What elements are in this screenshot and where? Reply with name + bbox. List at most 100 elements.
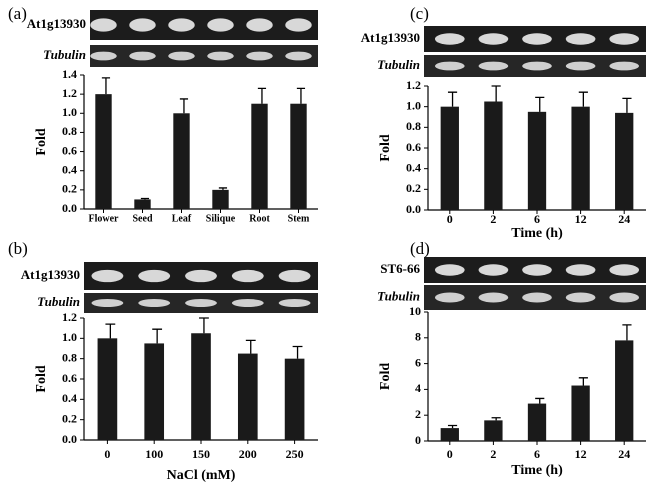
y-tick-label: 0.6	[62, 143, 77, 157]
bar	[97, 338, 118, 440]
y-tick-label: 0	[415, 433, 421, 447]
gel-band	[90, 51, 117, 61]
gene-label: ST6-66	[380, 261, 420, 276]
bar	[173, 113, 190, 209]
x-tick-label: 2	[490, 447, 496, 461]
gel-band	[129, 18, 156, 32]
error-bar	[622, 324, 632, 341]
gel-band	[168, 51, 195, 61]
x-tick-label: 250	[286, 447, 304, 461]
y-axis-label: Fold	[34, 365, 49, 392]
y-tick-label: 8	[415, 330, 421, 344]
bar	[571, 385, 590, 441]
gel-band	[285, 51, 312, 61]
bar	[237, 353, 258, 440]
error-bar	[140, 197, 150, 200]
error-bar	[292, 345, 303, 359]
gene-label: At1g13930	[361, 30, 420, 45]
error-bar	[491, 85, 501, 102]
error-bar	[257, 87, 267, 104]
y-tick-label: 1.0	[62, 105, 77, 119]
bar	[95, 94, 112, 209]
y-tick-label: 0.8	[62, 350, 77, 364]
panel-label: (d)	[410, 239, 430, 258]
x-tick-label: 2	[490, 212, 496, 226]
y-tick-label: 1.0	[406, 98, 421, 112]
x-tick-label: 24	[618, 212, 630, 226]
gel-band	[207, 51, 234, 61]
y-tick-label: 0.4	[62, 162, 77, 176]
x-tick-label: Seed	[133, 213, 153, 224]
y-tick-label: 0.4	[406, 160, 421, 174]
x-axis-label: NaCl (mM)	[167, 468, 236, 483]
y-axis-label: Fold	[378, 134, 393, 161]
y-tick-label: 10	[409, 304, 421, 318]
bar	[144, 343, 165, 440]
x-tick-label: 12	[575, 212, 587, 226]
bar	[484, 101, 503, 210]
bar	[284, 358, 305, 440]
y-tick-label: 1.2	[406, 78, 421, 92]
error-bar	[578, 91, 588, 107]
gel-band	[129, 51, 156, 61]
x-tick-label: 24	[618, 447, 630, 461]
error-bar	[622, 97, 632, 113]
gel-band	[434, 264, 465, 276]
y-tick-label: 6	[415, 355, 421, 369]
reference-label: Tubulin	[43, 47, 86, 62]
error-bar	[296, 87, 306, 104]
y-tick-label: 1.0	[62, 330, 77, 344]
gene-label: At1g13930	[21, 267, 80, 282]
y-tick-label: 2	[415, 407, 421, 421]
gel-band	[138, 299, 171, 307]
gel-band	[609, 33, 640, 45]
gel-band	[91, 269, 124, 283]
gel-band	[565, 292, 596, 303]
gel-band	[185, 299, 217, 307]
y-tick-label: 0.2	[62, 411, 77, 425]
x-tick-label: 6	[534, 447, 540, 461]
x-axis-label: Time (h)	[511, 226, 563, 241]
y-tick-label: 0.8	[406, 119, 421, 133]
gel-band	[478, 292, 509, 303]
y-tick-label: 0.2	[62, 182, 77, 196]
gel-band	[91, 299, 124, 307]
y-axis-label: Fold	[378, 363, 393, 390]
bar	[212, 189, 229, 209]
error-bar	[152, 328, 163, 344]
gel-band	[522, 33, 552, 45]
reference-label: Tubulin	[377, 57, 420, 72]
gel-band	[478, 264, 509, 276]
x-tick-label: Stem	[288, 213, 310, 224]
y-tick-label: 0.0	[62, 432, 77, 446]
gel-band	[207, 18, 234, 32]
y-tick-label: 1.2	[62, 86, 77, 100]
y-tick-label: 0.0	[62, 201, 77, 215]
gel-band	[565, 61, 596, 71]
y-tick-label: 0.2	[406, 181, 421, 195]
bar	[571, 106, 590, 210]
bar	[440, 428, 459, 441]
panel-label: (a)	[8, 4, 27, 23]
bar	[615, 112, 634, 210]
reference-label: Tubulin	[377, 288, 420, 303]
gel-band	[565, 33, 596, 45]
x-tick-label: 100	[145, 447, 163, 461]
gel-band	[90, 18, 117, 32]
gel-band	[478, 33, 509, 45]
x-tick-label: 150	[192, 447, 210, 461]
x-tick-label: 6	[534, 212, 540, 226]
error-bar	[105, 323, 116, 339]
x-tick-label: Root	[249, 213, 270, 224]
gel-band	[609, 264, 640, 276]
error-bar	[199, 317, 209, 334]
x-tick-label: 200	[239, 447, 257, 461]
bar	[527, 111, 547, 210]
error-bar	[447, 91, 458, 107]
panel-label: (b)	[8, 239, 28, 258]
gel-band	[138, 269, 171, 283]
error-bar	[218, 187, 228, 190]
gel-band	[434, 33, 465, 45]
gel-band	[278, 299, 311, 307]
x-tick-label: Leaf	[172, 213, 192, 224]
